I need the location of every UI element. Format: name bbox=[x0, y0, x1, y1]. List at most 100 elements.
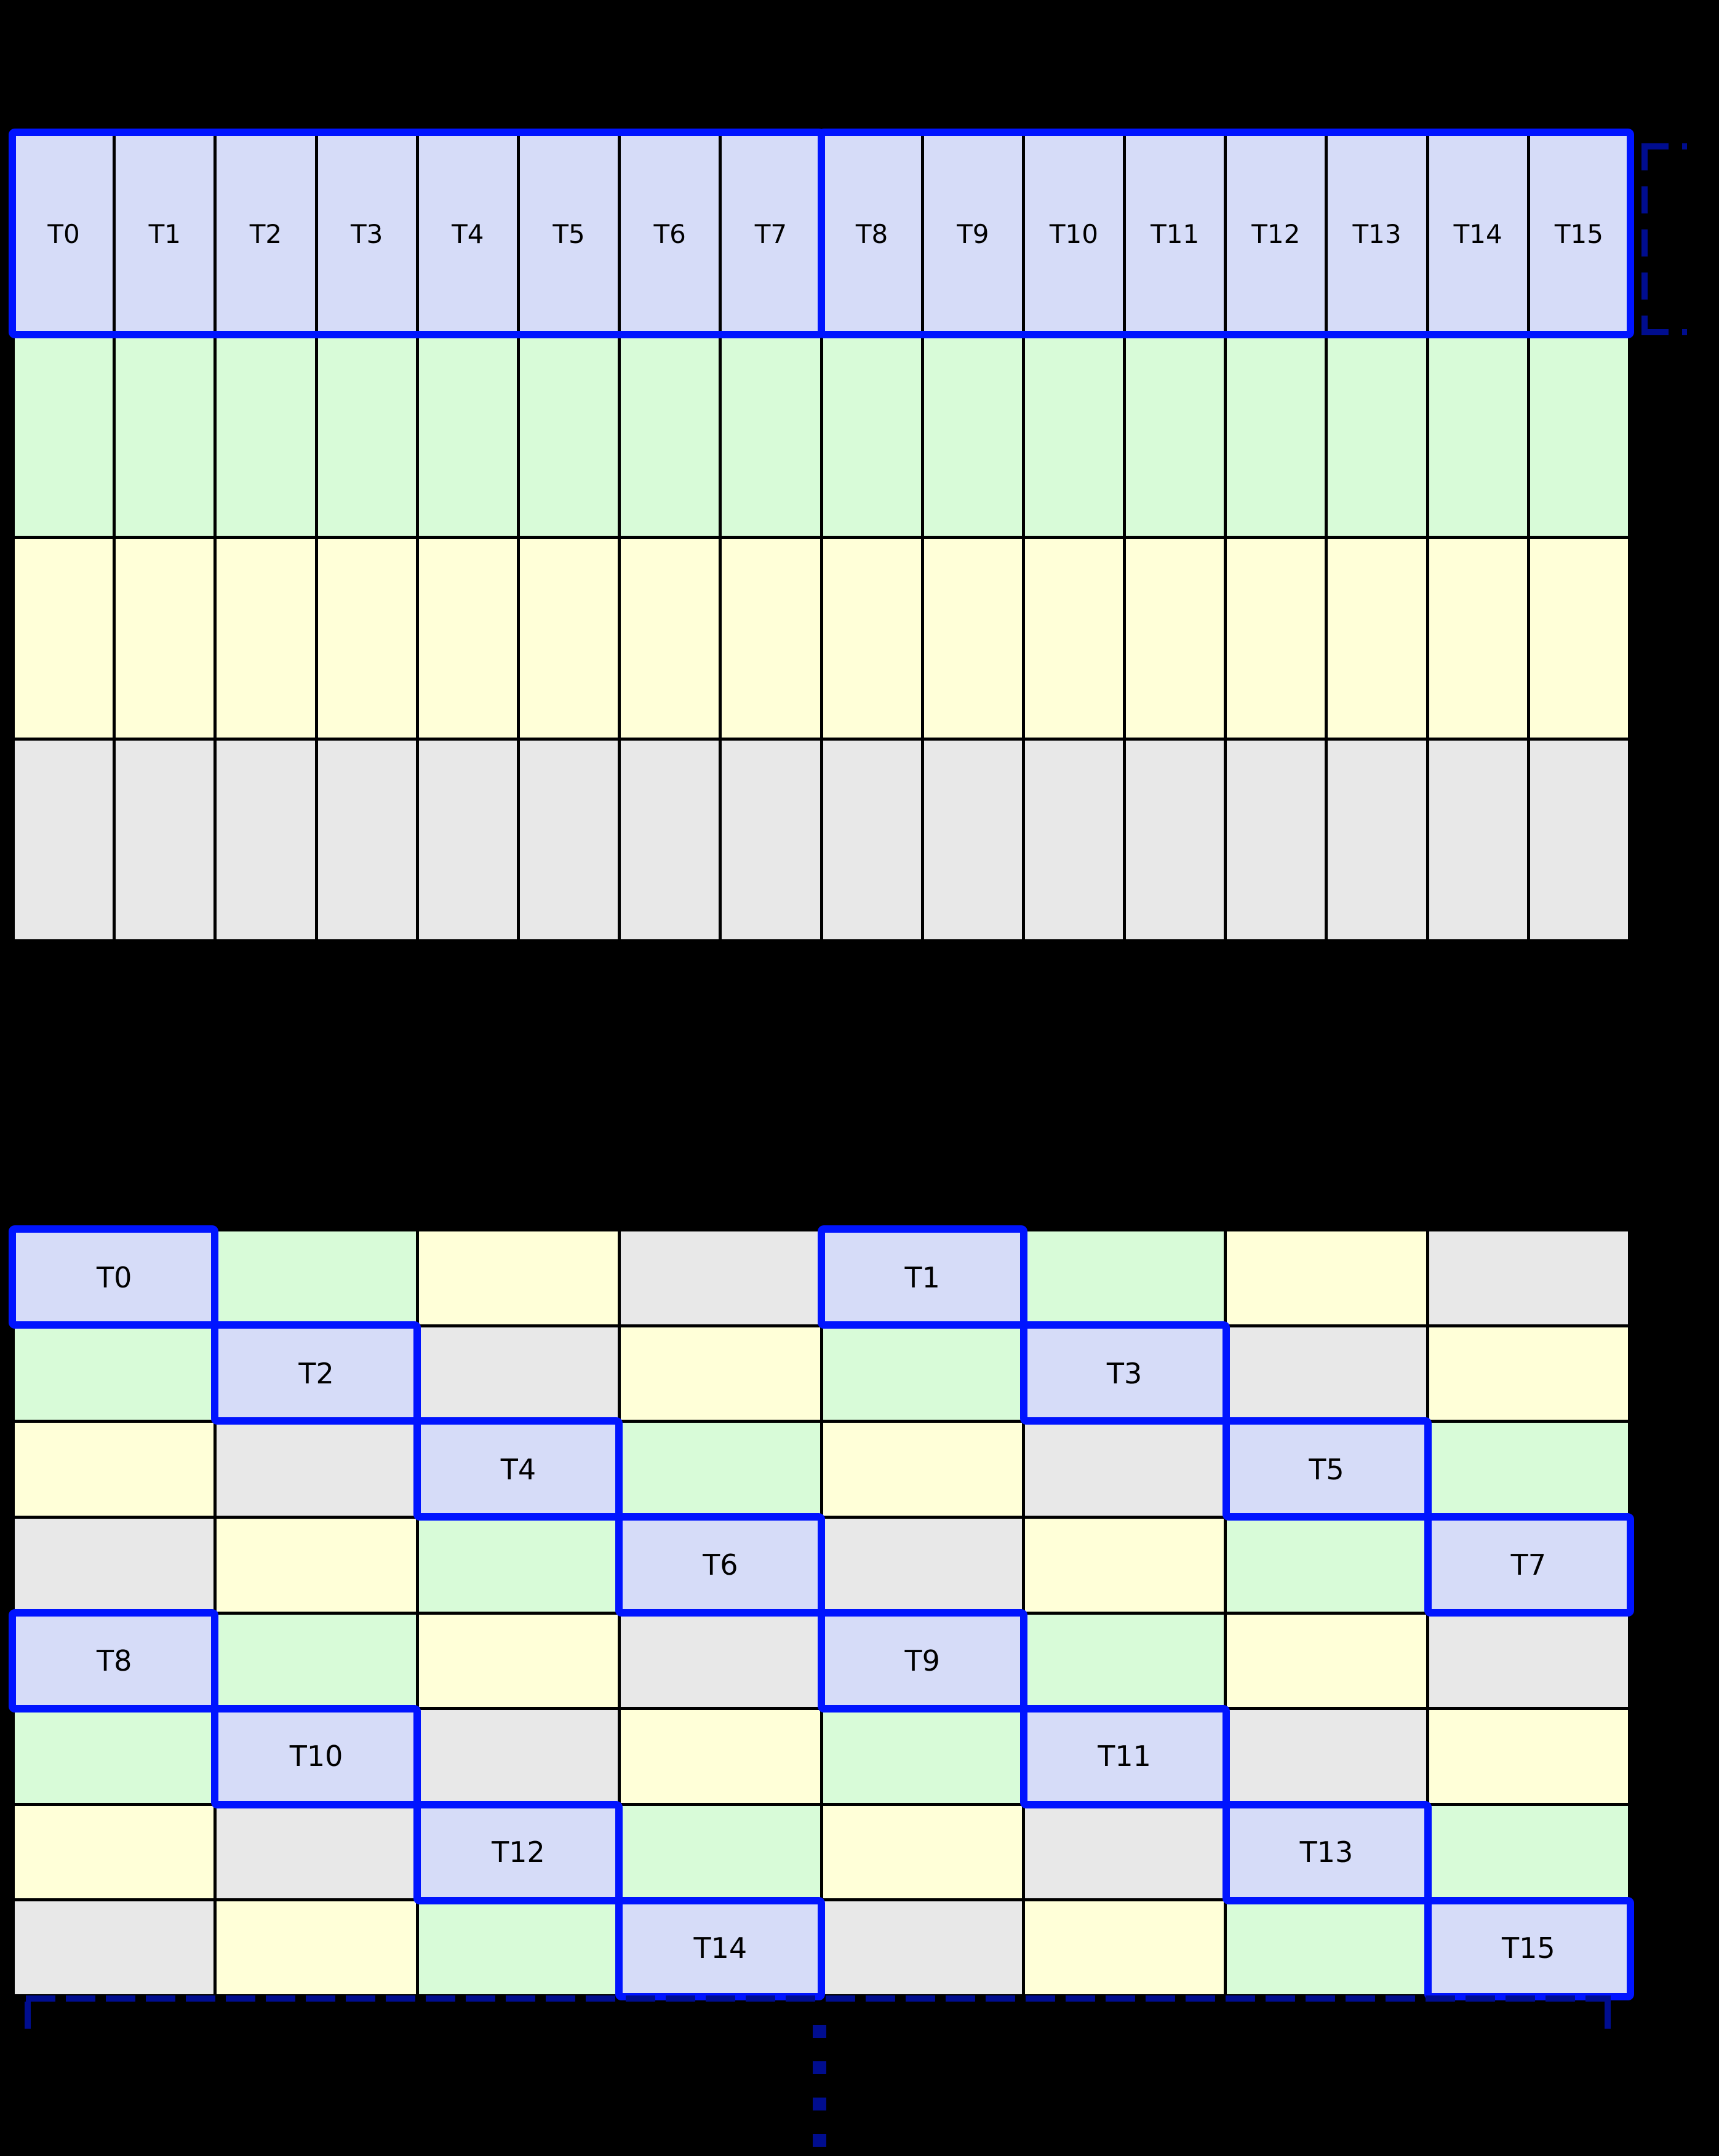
swizzled-grid-cell-yellow bbox=[217, 1518, 416, 1612]
swizzled-grid-cell-yellow bbox=[1024, 1901, 1224, 1994]
top-grid-cell-yellow bbox=[621, 538, 719, 738]
vertical-ellipsis bbox=[813, 2025, 826, 2149]
swizzled-grid-cell-green bbox=[1429, 1423, 1628, 1516]
top-grid-cell-gray bbox=[923, 740, 1022, 939]
swizzled-thread-cell-T8: T8 bbox=[15, 1614, 214, 1708]
top-grid-cell-green bbox=[317, 336, 416, 536]
top-grid-cell-yellow bbox=[1530, 538, 1628, 738]
swizzled-thread-cell-T14: T14 bbox=[621, 1901, 820, 1994]
top-thread-cell-T12: T12 bbox=[1227, 135, 1325, 334]
top-grid-cell-green bbox=[722, 336, 820, 536]
top-grid-cell-green bbox=[1227, 336, 1325, 536]
top-grid-cell-gray bbox=[15, 740, 113, 939]
swizzled-grid-cell-green bbox=[1429, 1805, 1628, 1899]
bracket-vertical-dash bbox=[1641, 143, 1648, 335]
top-grid-cell-yellow bbox=[1126, 538, 1224, 738]
top-grid-cell-green bbox=[217, 336, 315, 536]
top-thread-cell-T7: T7 bbox=[722, 135, 820, 334]
top-grid-cell-green bbox=[823, 336, 921, 536]
top-grid-cell-gray bbox=[1126, 740, 1224, 939]
swizzled-thread-cell-T13: T13 bbox=[1227, 1805, 1426, 1899]
bracket-top-arm bbox=[1641, 143, 1687, 149]
top-grid-cell-yellow bbox=[1227, 538, 1325, 738]
top-grid-cell-green bbox=[15, 336, 113, 536]
swizzled-grid-cell-green bbox=[217, 1614, 416, 1708]
top-grid-cell-gray bbox=[1429, 740, 1527, 939]
top-thread-cell-T4: T4 bbox=[418, 135, 517, 334]
swizzled-thread-cell-T2: T2 bbox=[217, 1327, 416, 1420]
top-thread-cell-T10: T10 bbox=[1024, 135, 1123, 334]
top-grid-cell-yellow bbox=[1429, 538, 1527, 738]
top-thread-cell-T9: T9 bbox=[923, 135, 1022, 334]
swizzled-grid-cell-gray bbox=[1227, 1710, 1426, 1803]
swizzled-grid-cell-yellow bbox=[1227, 1614, 1426, 1708]
top-thread-grid: T0 T1 T2 T3 T4 T5 T6 T7 T8 T9 T10 T11 T12 T13 T14 T15 bbox=[12, 132, 1630, 942]
swizzled-thread-cell-T3: T3 bbox=[1024, 1327, 1224, 1420]
swizzled-grid-cell-yellow bbox=[217, 1901, 416, 1994]
bracket-right-drop bbox=[1605, 2002, 1611, 2039]
top-grid-cell-yellow bbox=[418, 538, 517, 738]
top-grid-cell-gray bbox=[1530, 740, 1628, 939]
top-grid-cell-yellow bbox=[116, 538, 214, 738]
swizzled-thread-cell-T15: T15 bbox=[1429, 1901, 1628, 1994]
swizzled-grid-cell-yellow bbox=[15, 1805, 214, 1899]
swizzled-grid-cell-green bbox=[1227, 1518, 1426, 1612]
swizzled-grid-cell-yellow bbox=[621, 1327, 820, 1420]
swizzled-grid-cell-green bbox=[621, 1805, 820, 1899]
swizzled-thread-cell-T6: T6 bbox=[621, 1518, 820, 1612]
top-thread-cell-T0: T0 bbox=[15, 135, 113, 334]
top-grid-cell-green bbox=[923, 336, 1022, 536]
top-grid-cell-gray bbox=[1024, 740, 1123, 939]
top-grid-cell-green bbox=[621, 336, 719, 536]
top-thread-cell-T6: T6 bbox=[621, 135, 719, 334]
top-grid-cell-yellow bbox=[722, 538, 820, 738]
swizzled-grid-cell-green bbox=[1024, 1231, 1224, 1324]
swizzled-grid-cell-green bbox=[1227, 1901, 1426, 1994]
top-grid-cell-gray bbox=[1227, 740, 1325, 939]
swizzled-grid-cell-gray bbox=[418, 1327, 618, 1420]
swizzled-grid-cell-gray bbox=[1429, 1614, 1628, 1708]
top-grid-cell-gray bbox=[621, 740, 719, 939]
top-grid-cell-gray bbox=[722, 740, 820, 939]
top-grid-cell-green bbox=[1328, 336, 1426, 536]
swizzled-grid-cell-yellow bbox=[1429, 1327, 1628, 1420]
swizzled-grid-cell-yellow bbox=[418, 1614, 618, 1708]
swizzled-grid-cell-green bbox=[15, 1710, 214, 1803]
swizzled-grid-cell-gray bbox=[823, 1518, 1022, 1612]
swizzled-thread-grid: T0 T1 T2 T3 T4 T5 T6 T7 T8 T9 T10 T11 T12 T13 T14 T15 bbox=[12, 1229, 1630, 1997]
top-grid-cell-gray bbox=[418, 740, 517, 939]
swizzled-grid-cell-gray bbox=[621, 1231, 820, 1324]
top-thread-cell-T13: T13 bbox=[1328, 135, 1426, 334]
top-thread-cell-T2: T2 bbox=[217, 135, 315, 334]
top-grid-cell-green bbox=[418, 336, 517, 536]
swizzled-grid-cell-yellow bbox=[1429, 1710, 1628, 1803]
top-thread-cell-T3: T3 bbox=[317, 135, 416, 334]
top-grid-cell-green bbox=[116, 336, 214, 536]
bracket-left-drop bbox=[25, 2002, 31, 2041]
swizzled-grid-cell-green bbox=[823, 1710, 1022, 1803]
swizzled-thread-cell-T7: T7 bbox=[1429, 1518, 1628, 1612]
top-thread-cell-T11: T11 bbox=[1126, 135, 1224, 334]
swizzled-grid-cell-gray bbox=[621, 1614, 820, 1708]
top-grid-cell-gray bbox=[217, 740, 315, 939]
swizzled-grid-cell-yellow bbox=[418, 1231, 618, 1324]
top-grid-cell-green bbox=[1126, 336, 1224, 536]
swizzled-grid-cell-gray bbox=[217, 1423, 416, 1516]
top-grid-cell-green bbox=[519, 336, 618, 536]
top-grid-cell-gray bbox=[519, 740, 618, 939]
top-thread-cell-T5: T5 bbox=[519, 135, 618, 334]
top-grid-cell-green bbox=[1530, 336, 1628, 536]
swizzled-grid-cell-green bbox=[621, 1423, 820, 1516]
top-grid-cell-yellow bbox=[923, 538, 1022, 738]
swizzled-grid-cell-gray bbox=[1429, 1231, 1628, 1324]
swizzled-thread-cell-T12: T12 bbox=[418, 1805, 618, 1899]
swizzled-grid-cell-green bbox=[418, 1901, 618, 1994]
top-grid-cell-gray bbox=[317, 740, 416, 939]
swizzled-grid-cell-yellow bbox=[1227, 1231, 1426, 1324]
swizzled-grid-cell-gray bbox=[1024, 1805, 1224, 1899]
swizzled-grid-cell-yellow bbox=[1024, 1518, 1224, 1612]
top-thread-cell-T14: T14 bbox=[1429, 135, 1527, 334]
swizzled-grid-cell-yellow bbox=[823, 1805, 1022, 1899]
bracket-horizontal-dash bbox=[26, 1995, 1611, 2002]
